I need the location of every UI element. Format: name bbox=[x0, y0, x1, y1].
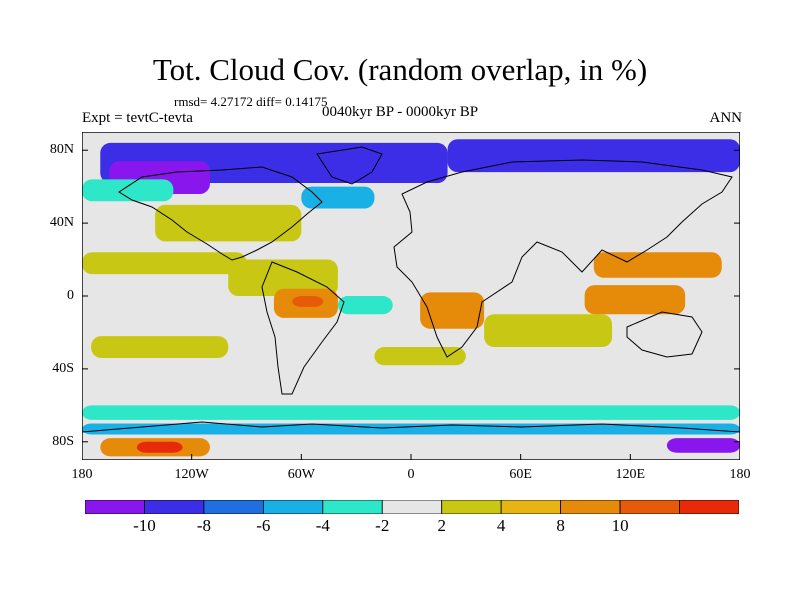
season-label: ANN bbox=[709, 110, 743, 126]
region-south-pacific-yellow bbox=[91, 336, 229, 358]
lon-tick-label: 120E bbox=[615, 467, 646, 482]
colorbar-box bbox=[262, 500, 324, 514]
colorbar-label: 10 bbox=[611, 516, 629, 535]
region-central-america-yellow bbox=[228, 259, 338, 296]
colorbar-label: -6 bbox=[256, 516, 271, 535]
lon-tick-label: 120W bbox=[174, 467, 209, 482]
colorbar-label: 8 bbox=[556, 516, 565, 535]
region-southern-ocean-cyan bbox=[82, 405, 740, 420]
plot-title: Tot. Cloud Cov. (random overlap, in %) bbox=[152, 52, 648, 87]
coastline-greenland bbox=[316, 146, 383, 185]
colorbar-box bbox=[441, 500, 502, 514]
colorbar-box bbox=[203, 500, 264, 514]
region-tropical-atlantic-cyan bbox=[337, 296, 393, 315]
region-antarctica-red bbox=[136, 441, 183, 453]
lat-tick-label: 40N bbox=[49, 215, 74, 231]
experiment-label: Expt = tevtC-tevta bbox=[82, 110, 193, 126]
region-antarctica-purple bbox=[666, 438, 740, 453]
coastline-eurasia-africa bbox=[393, 159, 733, 358]
lon-tick-label: 0 bbox=[407, 467, 415, 482]
period-label: 0040kyr BP - 0000kyr BP bbox=[322, 104, 479, 120]
coastline-antarctica bbox=[82, 421, 740, 433]
region-amazon-red bbox=[292, 296, 324, 307]
lon-tick-label: 60E bbox=[509, 467, 532, 482]
region-asia-pacific-orange bbox=[593, 252, 722, 278]
coastline-australia bbox=[626, 311, 703, 358]
region-north-pacific-cyan bbox=[82, 179, 174, 202]
colorbar bbox=[85, 500, 739, 514]
lat-tick-label: 80N bbox=[49, 142, 74, 158]
colorbar-box bbox=[85, 500, 145, 514]
colorbar-label: 2 bbox=[437, 516, 446, 535]
colorbar-label: 4 bbox=[496, 516, 506, 535]
colorbar-box bbox=[619, 500, 680, 514]
colorbar-box bbox=[322, 500, 383, 514]
lat-tick-label: 0 bbox=[67, 288, 74, 303]
coastlines bbox=[82, 146, 740, 433]
region-antarctic-coast-blue bbox=[82, 423, 740, 435]
region-africa-orange bbox=[420, 292, 485, 329]
region-tropical-pacific-yellow bbox=[82, 252, 247, 275]
coastline-north-america bbox=[118, 166, 323, 261]
anomaly-regions bbox=[82, 139, 740, 457]
map-plot bbox=[82, 132, 740, 460]
region-north-atlantic-cyan bbox=[301, 186, 375, 209]
lat-tick-label: 40S bbox=[52, 360, 74, 376]
lon-tick-label: 180 bbox=[71, 467, 93, 482]
region-maritime-continent-orange bbox=[584, 285, 686, 315]
region-indian-ocean-yellow bbox=[484, 314, 613, 348]
region-north-pacific-yellow bbox=[155, 204, 302, 242]
colorbar-box bbox=[381, 500, 443, 514]
lat-tick-label: 80S bbox=[52, 433, 74, 449]
colorbar-box bbox=[679, 500, 739, 514]
lon-tick-label: 60W bbox=[287, 467, 315, 482]
colorbar-label: -8 bbox=[196, 516, 211, 535]
colorbar-box bbox=[144, 500, 205, 514]
colorbar-label: -2 bbox=[375, 516, 390, 535]
colorbar-label: -4 bbox=[315, 516, 330, 535]
colorbar-box bbox=[560, 500, 621, 514]
colorbar-box bbox=[500, 500, 562, 514]
axis-ticks bbox=[82, 149, 740, 460]
lon-tick-label: 180 bbox=[729, 467, 751, 482]
region-arctic-eurasia-negative bbox=[447, 139, 740, 173]
coastline-south-america bbox=[261, 261, 345, 395]
region-south-atlantic-yellow bbox=[374, 347, 466, 366]
stats-label: rmsd= 4.27172 diff= 0.14175 bbox=[174, 94, 328, 109]
colorbar-label: -10 bbox=[133, 516, 156, 535]
